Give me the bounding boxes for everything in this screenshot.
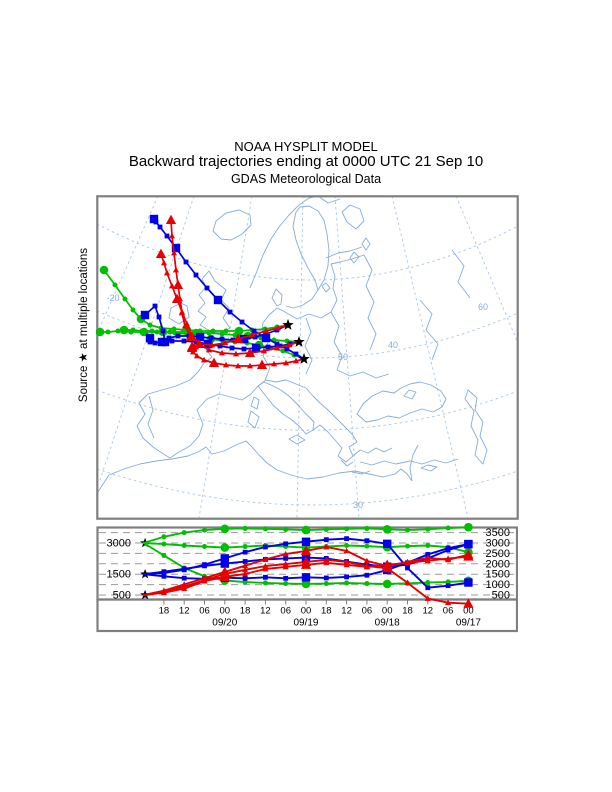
title-main: Backward trajectories ending at 0000 UTC… xyxy=(128,153,484,170)
hour-tick-label: 06 xyxy=(280,606,291,617)
right-axis-label: 3500 xyxy=(486,527,510,539)
hour-tick-label: 18 xyxy=(159,606,170,617)
hour-tick-label: 12 xyxy=(179,606,190,617)
hour-tick-label: 18 xyxy=(402,606,413,617)
date-label: 09/17 xyxy=(456,618,481,629)
date-label: 09/19 xyxy=(293,618,318,629)
start-height-label: 1500 xyxy=(107,569,131,581)
map-frame xyxy=(96,195,519,520)
map-coastlines xyxy=(97,195,488,493)
trajectory-map-panel: -20 30 40 50 60 xyxy=(96,195,519,520)
map-side-label-source: Source ★ at multiple locations xyxy=(78,247,90,403)
graticule-label: 30 xyxy=(353,500,363,510)
hour-tick-label: 06 xyxy=(443,606,454,617)
hour-tick-label: 06 xyxy=(362,606,373,617)
hour-tick-label: 12 xyxy=(423,606,434,617)
hour-tick-label: 18 xyxy=(240,606,251,617)
graticule-label: 50 xyxy=(338,352,348,362)
hour-tick-label: 00 xyxy=(220,606,231,617)
date-label: 09/18 xyxy=(375,618,400,629)
map-trajectory-red-2 xyxy=(155,248,300,358)
graticule-label: 60 xyxy=(478,302,488,312)
title-model-name: NOAA HYSPLIT MODEL xyxy=(234,139,378,154)
hour-tick-label: 00 xyxy=(382,606,393,617)
hour-tick-label: 12 xyxy=(341,606,352,617)
hour-tick-label: 06 xyxy=(199,606,210,617)
title-met-data: GDAS Meteorological Data xyxy=(230,172,382,186)
right-axis-label: 1500 xyxy=(486,569,510,581)
source-star-icon xyxy=(293,336,305,347)
height-profile-panel: 3500300025002000150010005003000150050018… xyxy=(60,520,518,636)
hour-tick-label: 00 xyxy=(301,606,312,617)
time-axis-frame xyxy=(96,598,518,633)
source-star-icon xyxy=(282,319,294,330)
right-axis-label: 2000 xyxy=(486,558,510,570)
right-axis-label: 500 xyxy=(492,590,510,602)
hour-tick-label: 12 xyxy=(260,606,271,617)
map-graticule-labels: -20 30 40 50 60 xyxy=(106,293,488,510)
height-series-blue-2 xyxy=(142,536,473,591)
right-axis-label: 2500 xyxy=(486,548,510,560)
start-height-label: 3000 xyxy=(107,538,131,550)
graticule-label: 40 xyxy=(388,340,398,350)
source-star-icon xyxy=(298,353,310,364)
right-axis-label: 3000 xyxy=(486,538,510,550)
map-source-stars xyxy=(282,319,310,364)
graticule-label: -20 xyxy=(106,293,119,303)
height-series-red-3 xyxy=(142,551,474,596)
date-label: 09/20 xyxy=(212,618,237,629)
map-trajectory-red-3 xyxy=(186,341,305,370)
height-series-green-1 xyxy=(142,522,473,544)
start-height-label: 500 xyxy=(113,590,131,602)
right-axis-label: 1000 xyxy=(486,579,510,591)
hour-tick-label: 00 xyxy=(463,606,474,617)
hour-tick-label: 18 xyxy=(321,606,332,617)
